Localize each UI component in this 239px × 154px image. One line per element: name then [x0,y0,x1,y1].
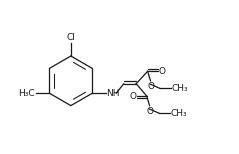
Text: O: O [147,82,154,91]
Text: Cl: Cl [66,33,75,42]
Text: O: O [146,107,153,116]
Text: CH₃: CH₃ [170,109,187,118]
Text: NH: NH [106,89,119,98]
Text: CH₃: CH₃ [171,84,188,93]
Text: O: O [129,92,136,101]
Text: H₃C: H₃C [18,89,35,98]
Text: O: O [159,67,166,76]
